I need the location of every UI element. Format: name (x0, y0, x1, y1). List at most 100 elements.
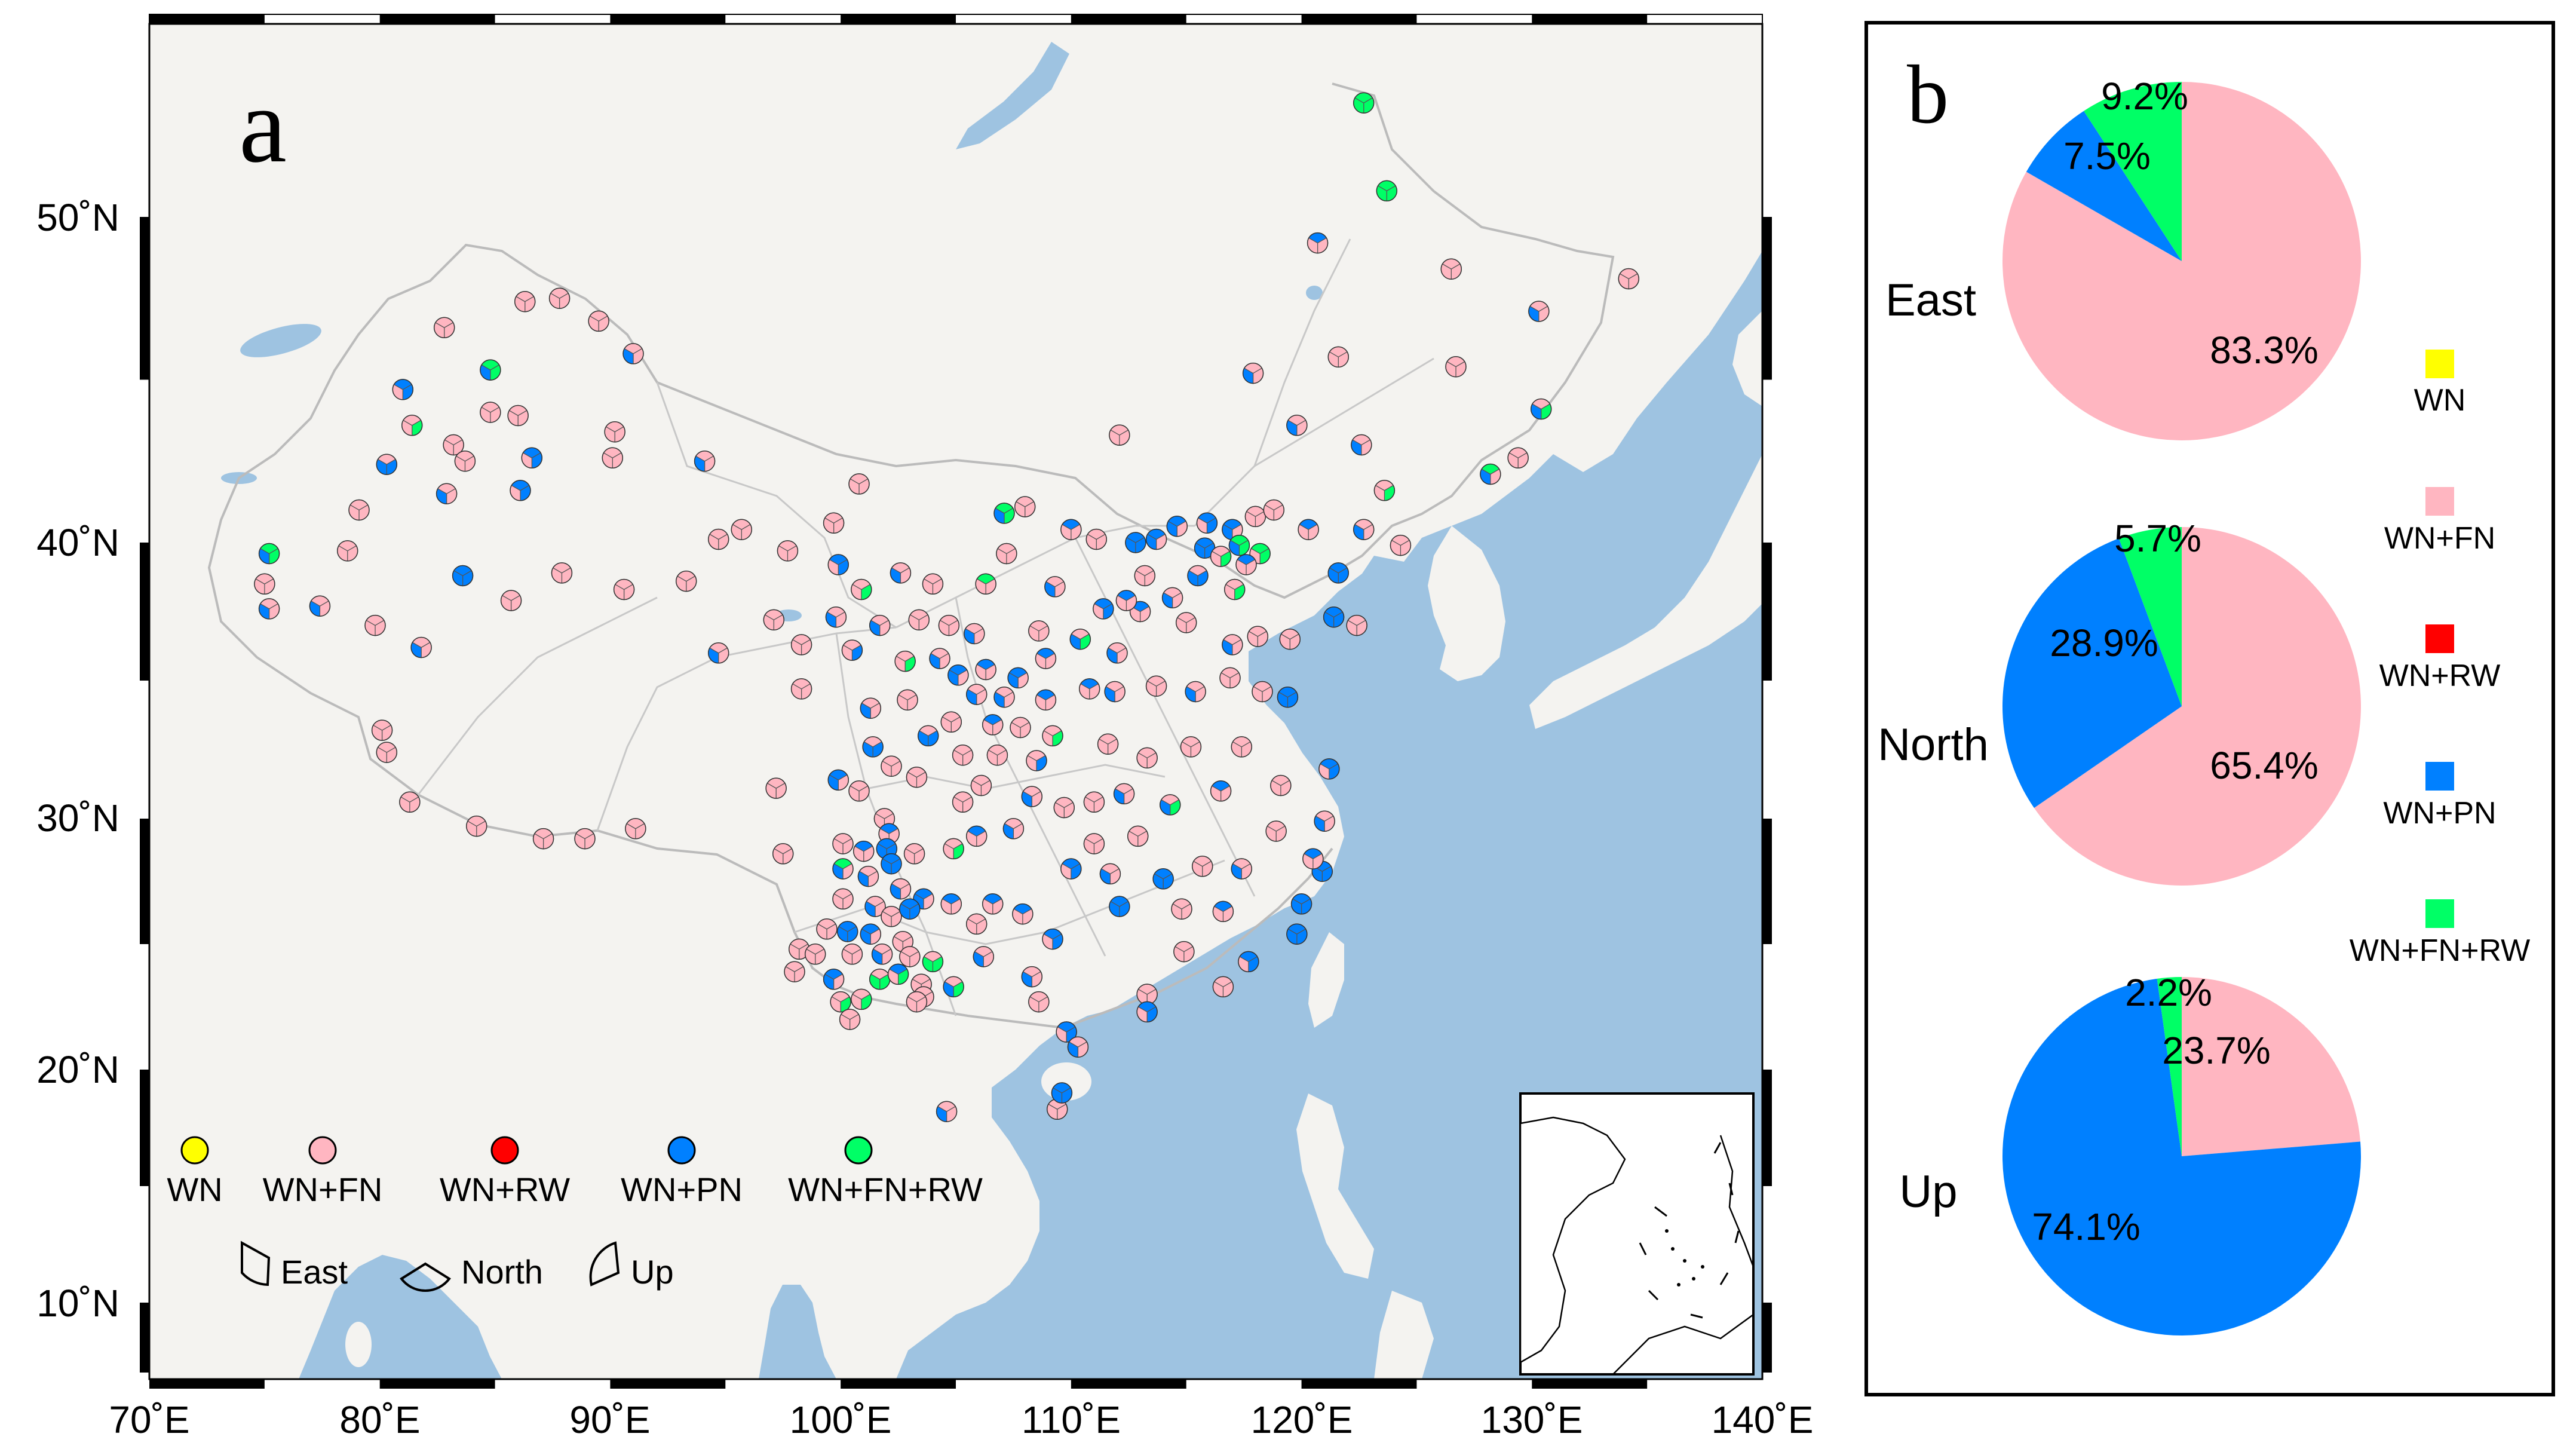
station-outline (1127, 825, 1149, 847)
station-marker (604, 421, 625, 443)
station-outline (1035, 689, 1057, 711)
station-outline (908, 609, 930, 631)
station-outline (830, 991, 851, 1013)
station-marker (1078, 678, 1100, 700)
station-outline (1145, 528, 1167, 550)
station-outline (929, 648, 950, 669)
station-outline (996, 543, 1017, 565)
station-marker (521, 447, 543, 469)
station-marker (1069, 628, 1091, 650)
station-marker (993, 503, 1015, 524)
x-tick-labels: 70˚E 80˚E 90˚E 100˚E 110˚E 120˚E 130˚E 1… (109, 1398, 1813, 1441)
station-outline (588, 310, 609, 332)
lake-balkhash (240, 324, 321, 357)
station-marker (399, 791, 421, 813)
station-marker (975, 573, 996, 595)
station-outline (917, 725, 939, 747)
frame-bar-y (140, 819, 149, 944)
station-outline (707, 642, 729, 664)
station-marker (1171, 898, 1192, 920)
station-marker (881, 906, 902, 927)
legend-marker-wn (180, 1136, 209, 1165)
station-marker (823, 512, 845, 534)
station-outline (943, 838, 964, 860)
station-marker (1159, 794, 1181, 816)
station-outline (1480, 463, 1501, 485)
station-marker (1376, 180, 1398, 202)
station-marker (532, 828, 554, 850)
station-marker (480, 402, 501, 423)
pie-label-wn-fn: 23.7% (2162, 1029, 2270, 1072)
station-outline (887, 963, 909, 985)
station-marker (454, 451, 476, 472)
x-tick-110: 110˚E (1022, 1398, 1121, 1441)
station-outline (1249, 543, 1271, 565)
station-marker (1109, 896, 1130, 917)
station-outline (1212, 976, 1234, 998)
frame-bar-y (140, 543, 149, 681)
station-marker (975, 658, 996, 681)
station-marker (836, 921, 858, 942)
station-outline (975, 573, 996, 595)
station-marker (1286, 923, 1308, 945)
station-outline (1307, 232, 1329, 254)
pie-legend-label-wn-fn: WN+FN (2384, 521, 2495, 556)
station-marker (731, 519, 753, 540)
station-marker (336, 540, 358, 562)
station-marker (1180, 736, 1202, 758)
province-borders (417, 238, 1434, 1016)
station-outline (707, 528, 729, 550)
station-outline (1252, 681, 1273, 703)
station-outline (1445, 356, 1467, 378)
y-tick-30: 30˚N (36, 797, 119, 840)
legend-label-wn: WN (167, 1171, 222, 1208)
station-outline (1346, 614, 1367, 636)
station-marker (973, 946, 995, 967)
station-outline (848, 780, 870, 802)
station-marker (1109, 424, 1130, 446)
station-marker (1210, 780, 1232, 802)
station-marker (1390, 534, 1412, 556)
station-outline (731, 519, 753, 540)
station-outline (936, 1101, 958, 1122)
station-marker (1035, 689, 1057, 711)
station-outline (507, 405, 529, 427)
station-outline (443, 434, 464, 456)
station-marker (1028, 620, 1050, 642)
station-outline (772, 843, 794, 865)
pie-legend-label-wn-pn: WN+PN (2383, 796, 2496, 831)
station-outline (1390, 534, 1412, 556)
station-marker (1265, 820, 1287, 842)
station-outline (1231, 736, 1253, 758)
station-marker (1231, 736, 1253, 758)
station-marker (832, 833, 854, 854)
station-marker (851, 578, 872, 601)
station-outline (852, 840, 875, 862)
station-outline (857, 865, 879, 887)
station-outline (890, 562, 912, 584)
station-outline (1270, 774, 1292, 797)
station-marker (823, 969, 845, 990)
station-outline (1196, 512, 1218, 534)
station-outline (973, 946, 995, 967)
station-marker (1445, 356, 1467, 378)
station-outline (548, 287, 571, 309)
station-marker (852, 840, 875, 862)
station-outline (1145, 675, 1167, 697)
station-marker (897, 689, 918, 711)
station-outline (862, 736, 884, 758)
station-outline (1028, 620, 1050, 642)
station-marker (675, 570, 697, 592)
station-marker (1104, 681, 1126, 703)
map-frame (140, 14, 1772, 1389)
station-outline (613, 578, 635, 601)
station-outline (1044, 576, 1066, 598)
station-marker (507, 405, 529, 427)
station-outline (1136, 747, 1158, 769)
frame-bar-y (1762, 1070, 1772, 1186)
station-marker (371, 719, 393, 741)
station-marker (1173, 941, 1195, 963)
station-marker (965, 684, 988, 705)
station-outline (1210, 546, 1232, 567)
